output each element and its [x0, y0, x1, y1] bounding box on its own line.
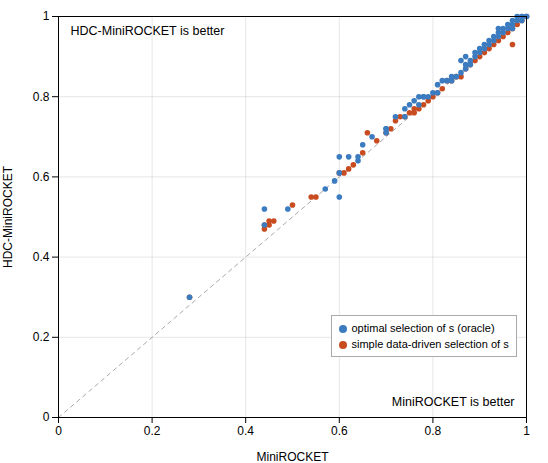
- svg-text:0.4: 0.4: [33, 250, 50, 264]
- svg-text:MiniROCKET: MiniROCKET: [256, 450, 329, 463]
- svg-text:0: 0: [55, 424, 62, 438]
- svg-text:0.2: 0.2: [144, 424, 161, 438]
- svg-text:0.8: 0.8: [33, 90, 50, 104]
- html-text:optimal selection of s (oracle: optimal selection of s (oracle): [351, 321, 495, 334]
- svg-text:0.8: 0.8: [425, 424, 442, 438]
- svg-text:0.6: 0.6: [331, 424, 348, 438]
- html-text:simple data-driven selection o: simple data-driven selection of s: [351, 337, 509, 350]
- svg-text:MiniROCKET is better: MiniROCKET is better: [392, 395, 515, 409]
- svg-text:HDC-MiniROCKET: HDC-MiniROCKET: [1, 165, 15, 268]
- svg-text:1: 1: [523, 424, 530, 438]
- svg-text:0.4: 0.4: [237, 424, 254, 438]
- svg-text:0: 0: [43, 410, 50, 424]
- svg-text:1: 1: [43, 9, 50, 23]
- svg-text:0.6: 0.6: [33, 170, 50, 184]
- svg-text:HDC-MiniROCKET is better: HDC-MiniROCKET is better: [71, 24, 225, 38]
- svg-text:0.2: 0.2: [33, 330, 50, 344]
